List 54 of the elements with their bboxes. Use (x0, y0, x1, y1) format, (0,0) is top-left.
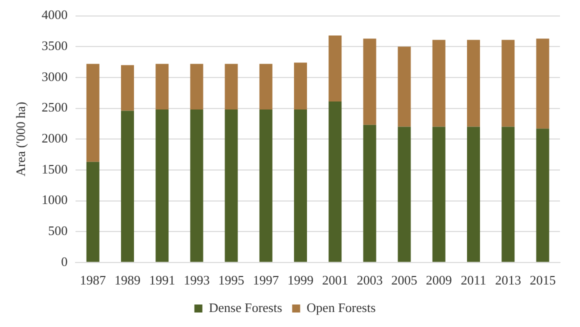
x-tick-label: 1995 (218, 272, 244, 288)
x-tick-label: 1991 (149, 272, 176, 288)
bar (121, 65, 134, 111)
y-tick-label: 2500 (42, 100, 68, 115)
y-tick-label: 4000 (42, 7, 68, 22)
bar (467, 40, 480, 127)
bar (328, 36, 342, 102)
bar (156, 110, 169, 262)
bar (363, 124, 376, 262)
bar (156, 64, 169, 110)
bar (502, 126, 515, 262)
x-tick-label: 1997 (252, 272, 280, 288)
bar (432, 40, 446, 127)
x-tick-label: 2003 (356, 272, 383, 288)
bar (224, 110, 238, 262)
bar (294, 62, 307, 110)
x-tick-label: 2009 (426, 272, 452, 288)
x-tick-label: 2013 (495, 272, 522, 288)
bar (259, 110, 272, 262)
bar (224, 64, 238, 110)
bar (259, 64, 272, 110)
x-tick-label: 2001 (322, 272, 348, 288)
bar (294, 110, 307, 262)
bar (536, 38, 550, 129)
bar (190, 110, 204, 262)
x-tick-label: 1993 (184, 272, 210, 288)
y-tick-label: 0 (61, 254, 68, 269)
x-tick-label: 1989 (114, 272, 140, 288)
bar (121, 110, 134, 262)
y-tick-label: 1000 (42, 192, 68, 208)
x-tick-label: 2015 (530, 272, 556, 288)
bar (398, 126, 411, 262)
bar (398, 46, 411, 127)
bar (536, 128, 550, 262)
legend-label: Open Forests (306, 300, 376, 315)
x-tick-label: 2011 (460, 272, 486, 288)
bar (502, 40, 515, 127)
y-tick-label: 500 (48, 222, 68, 238)
bar (363, 38, 376, 125)
x-tick-label: 2005 (391, 272, 418, 288)
legend-label: Dense Forests (208, 300, 282, 315)
y-axis-title: Area ('000 ha) (13, 102, 28, 176)
bar (86, 162, 100, 262)
bar (467, 126, 480, 262)
x-tick-label: 1987 (80, 272, 106, 288)
y-tick-label: 1500 (42, 161, 68, 176)
bar (328, 101, 342, 262)
y-tick-label: 3000 (42, 68, 68, 84)
y-tick-label: 2000 (42, 130, 68, 146)
bar (432, 126, 446, 262)
bar (190, 64, 204, 110)
x-tick-label: 1999 (288, 272, 314, 288)
bar (86, 64, 100, 162)
y-tick-label: 3500 (42, 38, 68, 54)
